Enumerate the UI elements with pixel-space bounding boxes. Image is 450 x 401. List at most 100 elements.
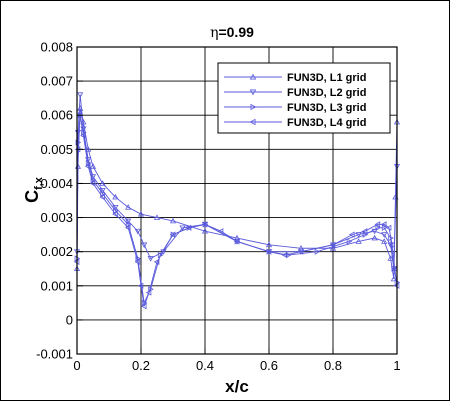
data-point xyxy=(281,251,288,259)
data-point xyxy=(84,163,91,170)
data-point xyxy=(233,238,240,245)
data-point xyxy=(388,241,395,248)
data-point xyxy=(125,221,132,228)
data-point xyxy=(179,225,186,232)
legend-marker xyxy=(249,118,256,126)
y-tick-label: 0.006 xyxy=(40,108,73,123)
y-tick-label: 0.007 xyxy=(40,74,73,89)
data-point xyxy=(169,231,176,238)
data-point xyxy=(348,231,355,238)
data-point xyxy=(134,258,141,265)
data-point xyxy=(381,238,388,244)
data-point xyxy=(80,118,87,125)
data-point xyxy=(134,228,141,235)
data-point xyxy=(385,224,392,231)
data-point xyxy=(99,180,106,186)
legend-label: FUN3D, L1 grid xyxy=(287,72,366,84)
x-tick-label: 0 xyxy=(73,358,80,373)
data-point xyxy=(381,224,388,231)
data-point xyxy=(112,205,119,211)
data-point xyxy=(169,217,177,224)
data-point xyxy=(125,218,132,225)
y-axis-label-main: C xyxy=(22,190,42,203)
legend-box xyxy=(217,62,391,134)
legend: FUN3D, L1 grid FUN3D, L2 grid FUN3D, L3 gr… xyxy=(217,62,391,134)
data-point xyxy=(141,299,148,306)
data-point xyxy=(77,92,84,98)
data-point xyxy=(141,242,148,249)
y-axis-label-sub: f,x xyxy=(33,176,45,190)
y-tick-label: 0.005 xyxy=(40,142,73,157)
data-point xyxy=(125,204,132,210)
data-point xyxy=(329,245,337,251)
data-point xyxy=(201,221,208,228)
series-line xyxy=(76,115,398,307)
data-point xyxy=(124,224,131,231)
data-point xyxy=(297,248,304,255)
series-layer xyxy=(73,92,401,310)
data-point xyxy=(217,228,224,235)
data-point xyxy=(99,187,106,194)
y-tick-label: 0.002 xyxy=(40,244,73,259)
y-tick-label: 0 xyxy=(66,312,73,327)
y-tick-label: 0.008 xyxy=(40,40,73,55)
legend-item: FUN3D, L1 grid xyxy=(224,72,366,84)
data-point xyxy=(362,231,369,238)
data-point xyxy=(346,238,353,245)
x-tick-label: 0.8 xyxy=(324,358,342,373)
series-line xyxy=(76,115,398,305)
x-tick-label: 0.6 xyxy=(260,358,278,373)
data-point xyxy=(329,241,336,248)
legend-item: FUN3D, L3 grid xyxy=(224,102,366,114)
data-point xyxy=(147,256,154,262)
legend-marker xyxy=(249,89,257,96)
data-point xyxy=(90,176,97,184)
plot-area-border xyxy=(76,46,398,355)
legend-item: FUN3D, L2 grid xyxy=(224,87,366,99)
series-3 xyxy=(74,112,401,306)
data-point xyxy=(112,211,118,218)
y-axis-label: Cf,x xyxy=(22,176,45,203)
x-tick-label: 1 xyxy=(393,358,400,373)
series-4 xyxy=(73,112,400,310)
data-point xyxy=(375,224,382,231)
data-point xyxy=(153,258,160,265)
y-tick-label: 0.001 xyxy=(40,278,73,293)
data-point xyxy=(380,221,387,228)
title-symbol: η xyxy=(210,25,218,41)
y-tick-label: 0.004 xyxy=(40,176,73,191)
data-point xyxy=(374,221,381,228)
data-point xyxy=(387,255,394,261)
data-point xyxy=(145,289,152,296)
legend-marker xyxy=(250,103,257,111)
data-point xyxy=(355,238,362,244)
tick-labels: 0 0.2 0.4 0.6 0.8 1-0.00100.0010.0020.0030.00… xyxy=(36,40,400,374)
data-point xyxy=(390,275,397,282)
data-point xyxy=(89,163,97,169)
data-point xyxy=(185,224,192,231)
legend-label: FUN3D, L2 grid xyxy=(287,87,366,99)
data-point xyxy=(137,210,145,217)
data-point xyxy=(135,255,142,262)
legend-item: FUN3D, L4 grid xyxy=(224,117,366,129)
data-point xyxy=(140,303,147,310)
data-point xyxy=(137,282,144,289)
legend-label: FUN3D, L3 grid xyxy=(287,102,366,114)
title-value: =0.99 xyxy=(218,24,254,40)
data-point xyxy=(113,207,119,214)
data-point xyxy=(265,248,272,255)
x-tick-label: 0.4 xyxy=(196,358,214,373)
series-line xyxy=(76,108,398,280)
data-point xyxy=(314,248,321,255)
data-point xyxy=(89,180,96,187)
y-tick-label: -0.001 xyxy=(36,347,73,362)
y-tick-label: 0.003 xyxy=(40,210,73,225)
data-point xyxy=(361,228,368,235)
legend-marker xyxy=(249,73,257,80)
x-axis-label: x/c xyxy=(225,377,249,396)
axis-ticks xyxy=(76,46,398,355)
data-point xyxy=(85,159,92,167)
data-point xyxy=(371,234,378,241)
legend-label: FUN3D, L4 grid xyxy=(287,117,366,129)
